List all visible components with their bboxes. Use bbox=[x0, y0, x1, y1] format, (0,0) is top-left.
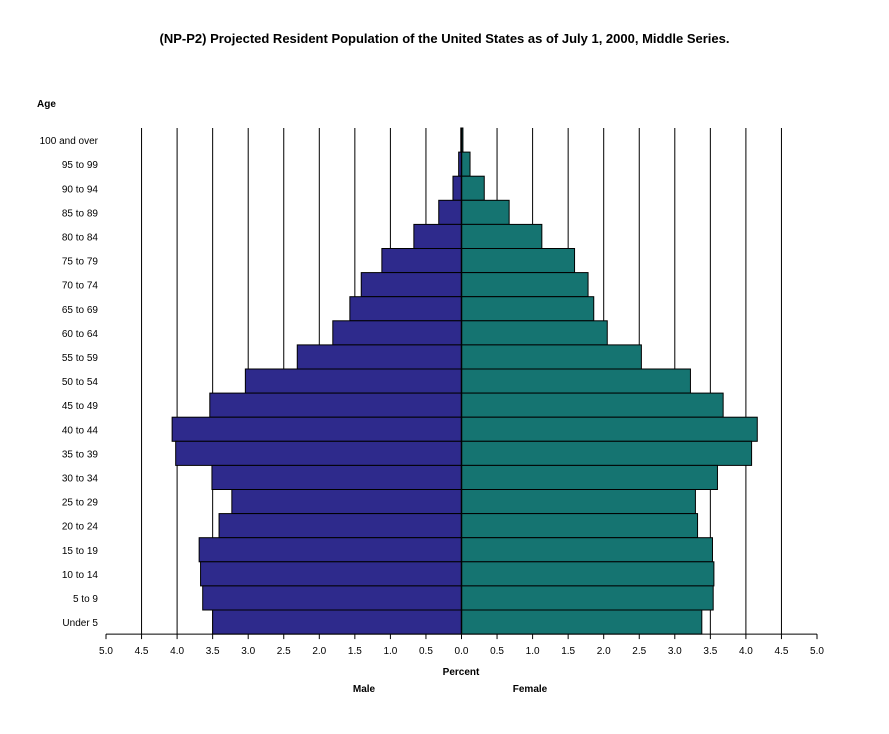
age-group-label: 55 to 59 bbox=[62, 353, 99, 364]
male-bar bbox=[202, 585, 462, 611]
female-bar bbox=[461, 248, 576, 274]
male-bar bbox=[231, 489, 462, 515]
male-bar bbox=[211, 464, 462, 490]
female-bar bbox=[461, 392, 724, 418]
x-tick-label: 2.0 bbox=[597, 646, 611, 657]
x-tick-label: 3.5 bbox=[703, 646, 717, 657]
male-bar bbox=[175, 440, 462, 466]
male-label: Male bbox=[352, 684, 376, 695]
age-group-label: 20 to 24 bbox=[62, 522, 99, 533]
female-label: Female bbox=[512, 684, 548, 695]
female-bar bbox=[461, 368, 691, 394]
male-bars bbox=[171, 127, 463, 635]
female-bar bbox=[461, 272, 589, 298]
male-bar bbox=[349, 296, 462, 322]
x-tick-label: 5.0 bbox=[810, 646, 824, 657]
female-bar bbox=[461, 296, 595, 322]
x-tick-label: 3.0 bbox=[241, 646, 255, 657]
female-bars bbox=[461, 127, 758, 635]
female-bar bbox=[461, 175, 485, 201]
female-bar bbox=[461, 561, 715, 587]
age-group-label: 30 to 34 bbox=[62, 473, 99, 484]
x-axis-label: Percent bbox=[442, 667, 480, 678]
age-group-label: 85 to 89 bbox=[62, 208, 99, 219]
age-group-label: 100 and over bbox=[40, 136, 99, 147]
x-tick-label: 2.0 bbox=[312, 646, 326, 657]
female-bar bbox=[461, 609, 703, 635]
x-tick-label: 1.5 bbox=[348, 646, 362, 657]
female-bar bbox=[461, 489, 696, 515]
x-tick-label: 1.0 bbox=[383, 646, 397, 657]
x-tick-labels: 5.0 4.5 4.0 3.5 3.0 2.5 2.0 1.5 1.0 0.5 0.0 0.5 1.0 1… bbox=[99, 646, 824, 657]
age-group-label: 50 to 54 bbox=[62, 377, 99, 388]
age-group-label: 65 to 69 bbox=[62, 305, 99, 316]
male-bar bbox=[332, 320, 462, 346]
female-bar bbox=[461, 199, 510, 225]
female-bar bbox=[461, 464, 718, 490]
male-bar bbox=[244, 368, 462, 394]
male-bar bbox=[452, 175, 462, 201]
age-group-label: 15 to 19 bbox=[62, 546, 99, 557]
male-bar bbox=[218, 513, 462, 539]
female-bar bbox=[461, 320, 608, 346]
x-tick-label: 0.5 bbox=[419, 646, 433, 657]
age-group-label: 95 to 99 bbox=[62, 160, 99, 171]
female-bar bbox=[461, 416, 758, 442]
male-bar bbox=[209, 392, 462, 418]
x-tick-label: 1.5 bbox=[561, 646, 575, 657]
age-group-label: 40 to 44 bbox=[62, 425, 99, 436]
axes bbox=[105, 128, 818, 640]
male-bar bbox=[200, 561, 463, 587]
x-tick-label: 3.0 bbox=[668, 646, 682, 657]
x-tick-label: 4.5 bbox=[135, 646, 149, 657]
female-bar bbox=[461, 585, 714, 611]
x-tick-label: 1.0 bbox=[526, 646, 540, 657]
age-group-label: 90 to 94 bbox=[62, 184, 99, 195]
age-group-label: 75 to 79 bbox=[62, 257, 99, 268]
x-tick-label: 4.5 bbox=[774, 646, 788, 657]
y-axis-label: Age bbox=[37, 99, 56, 110]
x-tick-label: 2.5 bbox=[277, 646, 291, 657]
age-group-label: 60 to 64 bbox=[62, 329, 99, 340]
x-tick-label: 4.0 bbox=[739, 646, 753, 657]
age-group-labels: 100 and over 95 to 99 90 to 94 85 to 89 80 t… bbox=[40, 136, 99, 629]
age-group-label: 80 to 84 bbox=[62, 232, 99, 243]
female-bar bbox=[461, 223, 543, 249]
male-bar bbox=[381, 248, 463, 274]
female-bar bbox=[461, 151, 471, 177]
age-group-label: 5 to 9 bbox=[73, 594, 98, 605]
age-group-label: 10 to 14 bbox=[62, 570, 99, 581]
x-tick-label: 2.5 bbox=[632, 646, 646, 657]
chart-title: (NP-P2) Projected Resident Population of… bbox=[159, 31, 730, 46]
x-tick-label: 3.5 bbox=[206, 646, 220, 657]
male-bar bbox=[360, 272, 462, 298]
male-bar bbox=[438, 199, 462, 225]
x-tick-label: 0.5 bbox=[490, 646, 504, 657]
age-group-label: 70 to 74 bbox=[62, 281, 99, 292]
male-bar bbox=[198, 537, 463, 563]
female-bar bbox=[461, 537, 713, 563]
age-group-label: 25 to 29 bbox=[62, 498, 99, 509]
age-group-label: 45 to 49 bbox=[62, 401, 99, 412]
male-bar bbox=[212, 609, 462, 635]
female-bar bbox=[461, 513, 699, 539]
male-bar bbox=[296, 344, 462, 370]
x-tick-label: 5.0 bbox=[99, 646, 113, 657]
age-group-label: Under 5 bbox=[62, 618, 98, 629]
age-group-label: 35 to 39 bbox=[62, 449, 99, 460]
female-bar bbox=[461, 344, 642, 370]
x-tick-label: 0.0 bbox=[455, 646, 469, 657]
male-bar bbox=[413, 223, 463, 249]
x-tick-label: 4.0 bbox=[170, 646, 184, 657]
male-bar bbox=[171, 416, 463, 442]
female-bar bbox=[461, 440, 753, 466]
